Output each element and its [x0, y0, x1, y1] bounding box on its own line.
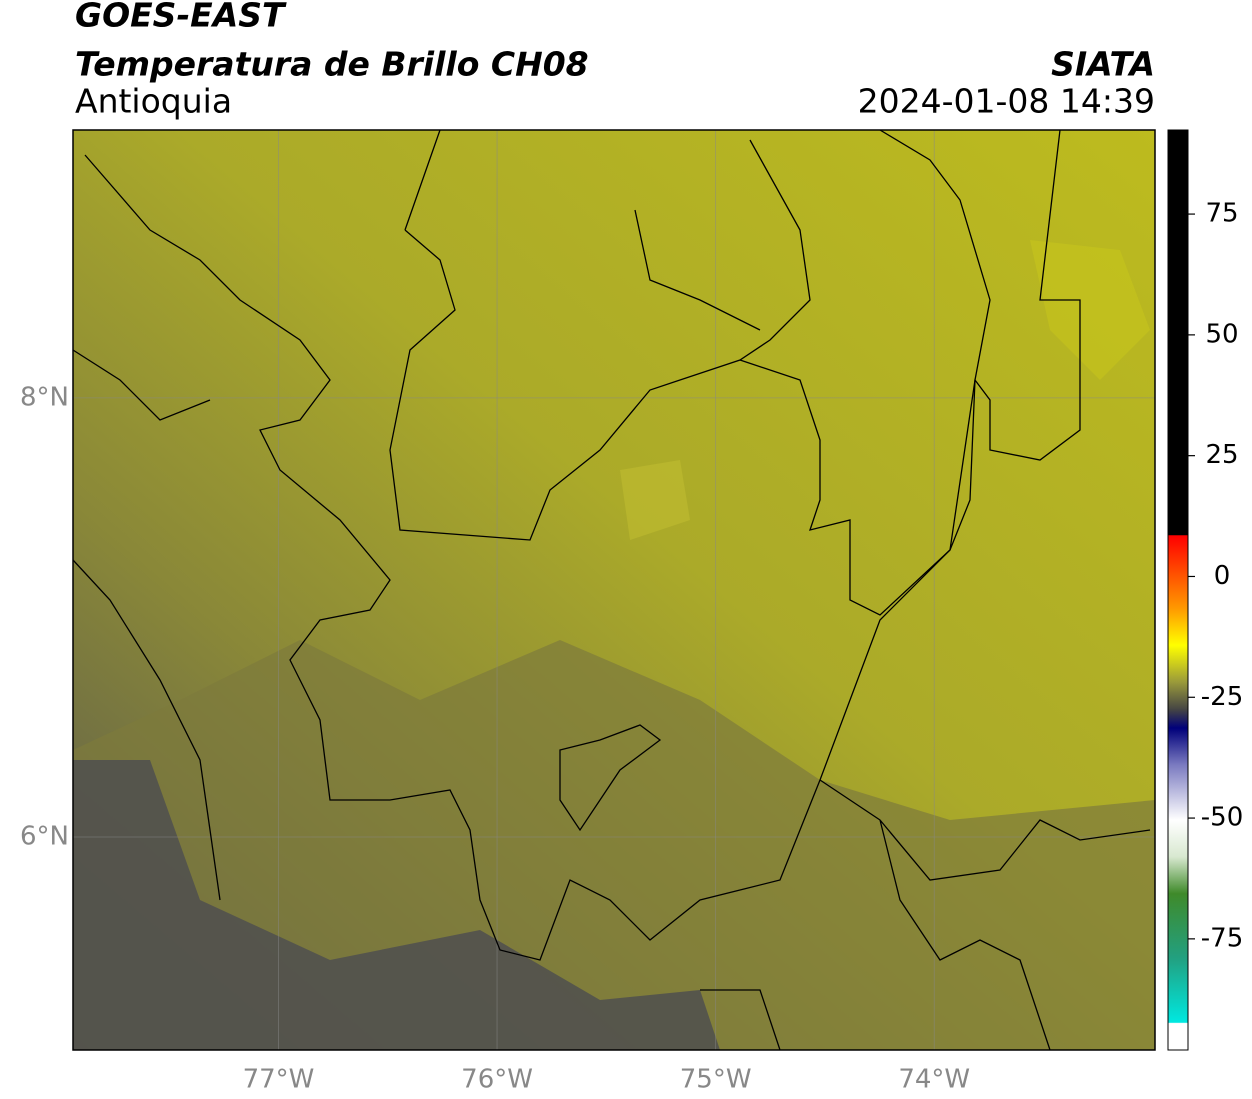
field-region — [73, 640, 1155, 1050]
colorbar-tick-label: -75 — [1201, 923, 1243, 953]
x-tick-label: 77°W — [243, 1065, 315, 1095]
colorbar-tick-label: -25 — [1201, 682, 1243, 712]
colorbar-tick-label: 25 — [1205, 440, 1238, 470]
coastline — [73, 349, 221, 901]
colorbar-tick-label: 50 — [1205, 319, 1238, 349]
boundary — [559, 209, 761, 832]
source: SIATA — [1051, 45, 1155, 84]
x-tick-label: 76°W — [461, 1065, 533, 1095]
boundary — [700, 779, 1151, 1050]
tick-labels: 77°W 76°W 75°W 74°W 6°N 8°N 75 50 25 0 -25 -50 -75 — [20, 199, 1243, 1095]
y-tick-label: 6°N — [20, 822, 69, 852]
title: GOES-EAST — [75, 0, 287, 35]
region: Antioquia — [75, 82, 232, 121]
boundary — [84, 130, 1081, 961]
field-region — [73, 760, 720, 1050]
datetime: 2024-01-08 14:39 — [858, 82, 1155, 121]
map-frame — [72, 129, 1156, 1051]
x-tick-label: 74°W — [898, 1065, 970, 1095]
subtitle: Temperatura de Brillo CH08 — [75, 45, 589, 84]
boundary — [739, 130, 991, 616]
map-field — [73, 130, 1155, 1050]
colorbar-tick-label: 75 — [1205, 199, 1238, 229]
x-tick-label: 75°W — [680, 1065, 752, 1095]
y-tick-label: 8°N — [20, 382, 69, 412]
field-region — [620, 460, 690, 540]
colorbar — [1167, 129, 1189, 1051]
colorbar-tick-label: 0 — [1214, 561, 1231, 591]
colorbar-tick-label: -50 — [1201, 803, 1243, 833]
field-region — [1030, 240, 1150, 380]
boundary — [389, 130, 811, 541]
